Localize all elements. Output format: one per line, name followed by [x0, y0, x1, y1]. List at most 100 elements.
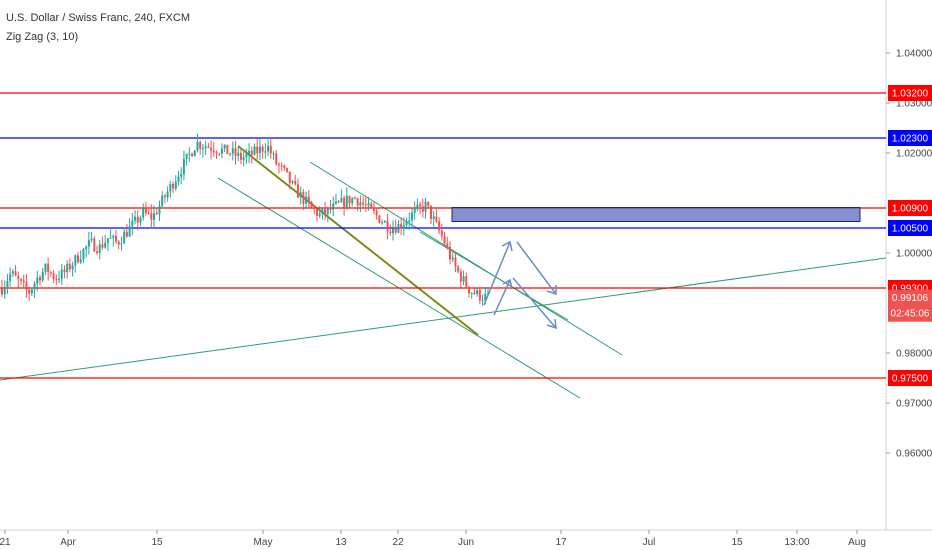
candle-body [20, 279, 23, 281]
candle-body [82, 249, 85, 260]
candle-body [123, 232, 126, 244]
arrow-down-2[interactable] [512, 277, 557, 329]
candle-body [381, 222, 384, 224]
candle-body [272, 153, 275, 155]
time-axis[interactable]: 21 Apr 15 May 13 22 Jun 17 Jul 15 13:00 Aug [0, 530, 866, 548]
level-price-tag [888, 85, 932, 101]
olive-trend-line[interactable] [237, 145, 479, 336]
time-tick-label: Aug [848, 537, 866, 548]
candle-body [161, 195, 164, 206]
level-price-label: 1.00500 [892, 224, 929, 235]
candle-body [109, 237, 112, 239]
candle-body [177, 176, 180, 182]
candle-body [117, 241, 120, 245]
candle-body [305, 196, 308, 204]
price-tick-label: 1.04000 [896, 49, 932, 60]
candle-body [120, 243, 123, 245]
candle-body [267, 145, 270, 152]
candle-body [49, 272, 52, 274]
candle-body [134, 216, 137, 221]
candle-body [299, 192, 302, 198]
candle-body [286, 167, 289, 172]
price-tick-label: 1.02000 [896, 149, 932, 160]
candle-body [77, 255, 80, 263]
time-tick-label: 13 [335, 537, 347, 548]
channel-mid-line[interactable] [419, 231, 569, 321]
candle-body [465, 276, 468, 287]
price-axis[interactable]: 1.04000 1.03000 1.02000 1.00000 0.98000 0.970… [886, 49, 932, 460]
candle-body [33, 283, 36, 290]
candle-body [419, 204, 422, 207]
supply-zone[interactable] [451, 207, 861, 222]
candle-body [424, 201, 427, 212]
arrow-down-1[interactable] [516, 241, 557, 295]
rising-trend-line[interactable] [0, 257, 887, 381]
arrow-up-2[interactable] [493, 279, 511, 316]
candle-body [128, 226, 131, 237]
candle-body [375, 210, 378, 216]
candle-body [191, 153, 194, 157]
candle-body [467, 286, 470, 293]
candle-body [359, 202, 362, 206]
candle-body [340, 197, 343, 203]
candle-body [454, 257, 457, 267]
candle-body [343, 197, 346, 208]
candle-body [372, 207, 375, 211]
candle-body [389, 231, 392, 234]
candle-body [158, 205, 161, 215]
arrow-up-1[interactable] [483, 241, 511, 306]
candle-body [332, 203, 335, 210]
channel-upper-line[interactable] [309, 161, 623, 356]
candle-body [457, 266, 460, 272]
candle-body [11, 271, 14, 274]
level-price-tag [888, 220, 932, 236]
candle-body [180, 174, 183, 177]
candle-body [310, 201, 313, 207]
candle-body [153, 213, 156, 220]
candle-body [60, 269, 63, 280]
grid [0, 0, 932, 531]
time-tick-label: Jul [643, 537, 656, 548]
candle-body [14, 271, 17, 276]
candle-body [223, 144, 226, 149]
candle-body [481, 300, 484, 302]
candle-body [9, 273, 12, 281]
candle-body [55, 279, 58, 281]
candle-body [256, 146, 259, 154]
candle-body [324, 209, 327, 214]
candle-body [429, 205, 432, 219]
indicator-label[interactable]: Zig Zag (3, 10) [6, 31, 79, 43]
time-tick-label: 13:00 [784, 537, 809, 548]
candle-body [93, 238, 96, 252]
candle-body [85, 246, 88, 250]
candle-body [131, 220, 134, 227]
candle-body [47, 263, 50, 273]
symbol-title[interactable]: U.S. Dollar / Swiss Franc, 240, FXCM [6, 12, 190, 24]
candle-body [207, 146, 210, 148]
candles [1, 133, 489, 306]
price-tags: 1.03200 1.02300 1.00900 1.00500 0.99300 0.975… [888, 85, 932, 386]
candle-body [473, 292, 476, 295]
candle-body [71, 265, 74, 270]
candle-body [41, 271, 44, 281]
price-tick-label: 0.96000 [896, 449, 932, 460]
candle-body [139, 217, 142, 223]
candle-body [136, 216, 139, 223]
candle-body [329, 207, 332, 210]
candle-body [196, 141, 199, 151]
arrow-down-1-head [546, 285, 557, 296]
candle-body [334, 201, 337, 204]
candle-body [275, 153, 278, 165]
price-tick-label: 0.98000 [896, 349, 932, 360]
candle-body [397, 224, 400, 233]
candle-body [155, 213, 158, 215]
candle-body [204, 146, 207, 149]
candle-body [185, 153, 188, 160]
candle-body [242, 157, 245, 160]
candle-body [147, 212, 150, 214]
candle-body [163, 195, 166, 198]
candle-body [459, 271, 462, 282]
projection-arrows [483, 240, 557, 330]
candle-body [378, 215, 381, 224]
